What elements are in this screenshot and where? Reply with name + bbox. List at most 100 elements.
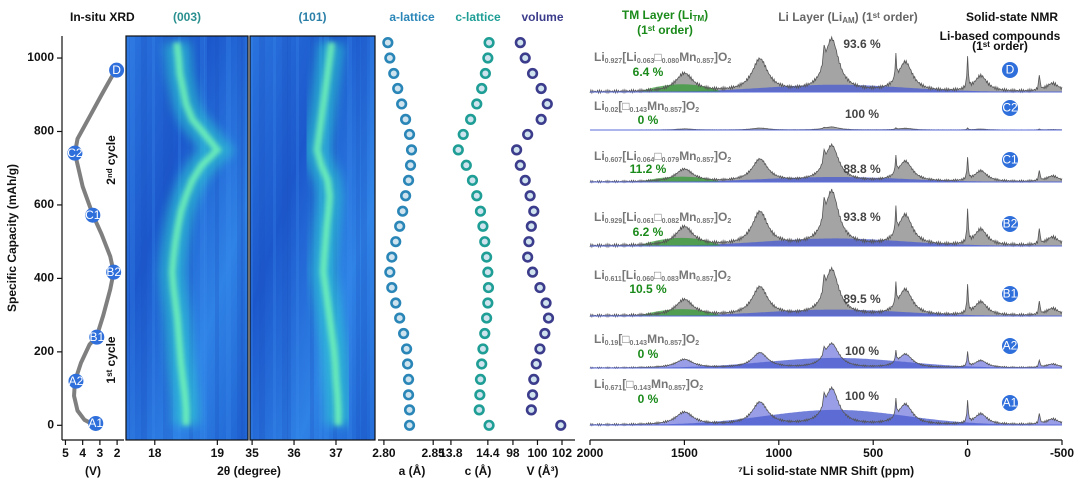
spectrum-line xyxy=(589,142,1063,184)
x-tick-label: 98 xyxy=(506,446,520,460)
heatmap-texture xyxy=(141,36,147,440)
heatmap-texture xyxy=(237,36,243,440)
li-fraction: 100 % xyxy=(845,344,879,358)
heatmap-texture xyxy=(296,36,299,440)
heatmap-texture xyxy=(259,36,265,440)
heatmap-texture xyxy=(282,36,288,440)
heatmap-texture xyxy=(130,36,135,440)
heatmap-texture xyxy=(370,36,375,440)
state-label: C1 xyxy=(85,208,101,222)
x-tick-label: 2 xyxy=(114,446,121,460)
x-tick-label: 36 xyxy=(287,446,301,460)
tm-fraction: 0 % xyxy=(638,392,659,406)
spectrum-line xyxy=(589,266,1063,319)
x-axis-label: ⁷Li solid-state NMR Shift (ppm) xyxy=(738,464,914,478)
lattice-point xyxy=(530,358,542,370)
lattice-point xyxy=(397,205,409,217)
composition: Li0.671[□0.143Mn0.857]O2 xyxy=(594,377,703,392)
lattice-point xyxy=(483,419,495,431)
lattice-point xyxy=(400,343,413,355)
state-marker xyxy=(67,145,83,161)
lattice-point xyxy=(386,281,398,294)
x-tick-label: 37 xyxy=(329,446,343,460)
compounds-header: Li-based compounds xyxy=(940,29,1061,43)
state-label: B1 xyxy=(89,330,104,344)
lattice-point xyxy=(511,144,523,156)
tm-fraction: 11.2 % xyxy=(630,162,667,176)
x-tick-label: 4 xyxy=(79,446,86,460)
heatmap-texture xyxy=(226,36,231,440)
spectrum-fill xyxy=(590,126,1062,131)
lattice-point xyxy=(402,373,415,386)
heatmap-texture xyxy=(250,36,253,440)
lattice-point xyxy=(403,419,416,431)
panel-title: c-lattice xyxy=(455,10,501,24)
tm-fraction: 0 % xyxy=(638,347,659,361)
lattice-point xyxy=(388,67,400,80)
composition: Li0.19[□0.143Mn0.857]O2 xyxy=(594,332,699,347)
lattice-point xyxy=(482,266,494,278)
lattice-point xyxy=(474,205,487,217)
lattice-point xyxy=(526,67,539,80)
lattice-point xyxy=(394,312,406,324)
lattice-point xyxy=(382,37,394,49)
lattice-point xyxy=(479,236,491,248)
li-header: Li Layer (LiAM) (1ˢᵗ order) xyxy=(778,10,918,25)
composition: Li0.02[□0.143Mn0.857]O2 xyxy=(594,99,699,114)
heatmap-texture xyxy=(347,36,352,440)
state-marker xyxy=(106,264,122,280)
x-tick-label: 2.80 xyxy=(372,446,396,460)
lattice-point xyxy=(405,144,418,156)
spectrum-fill xyxy=(590,144,1062,183)
li-fraction: 88.8 % xyxy=(843,162,881,176)
heatmap-texture xyxy=(200,36,205,440)
y-tick-label: 800 xyxy=(34,124,54,138)
lattice-point xyxy=(535,113,547,125)
x-tick-label: 2000 xyxy=(577,446,604,460)
composition: Li0.927[Li0.063□0.080Mn0.857]O2 xyxy=(594,50,731,65)
lattice-point xyxy=(526,266,539,278)
lattice-point xyxy=(465,113,477,125)
state-marker xyxy=(89,329,105,345)
x-tick-label: 1000 xyxy=(765,446,792,460)
lattice-point xyxy=(542,312,555,324)
lattice-point xyxy=(404,159,417,171)
state-label: B1 xyxy=(1003,287,1018,301)
spectrum-blue xyxy=(590,409,1062,425)
intensity-ridge xyxy=(313,42,342,426)
state-label: C1 xyxy=(1002,153,1018,167)
li-fraction: 89.5 % xyxy=(843,292,881,306)
x-tick-label: 3 xyxy=(97,446,104,460)
lattice-point xyxy=(534,343,546,355)
x-tick-label: -500 xyxy=(1050,446,1074,460)
state-marker xyxy=(1002,286,1018,302)
state-label: B2 xyxy=(106,265,121,279)
x-axis-label: a (Å) xyxy=(399,463,426,478)
cycle-label: 1ˢᵗ cycle xyxy=(104,336,118,383)
panel-title: Solid-state NMR xyxy=(966,10,1058,24)
spectrum-line xyxy=(589,341,1063,370)
y-tick-label: 0 xyxy=(47,417,54,431)
state-label: A2 xyxy=(1003,339,1018,353)
lattice-point xyxy=(481,312,493,324)
lattice-point xyxy=(540,297,552,309)
lattice-point xyxy=(471,190,483,202)
x-axis-label: V (Å³) xyxy=(527,463,559,478)
y-tick-label: 400 xyxy=(34,271,54,285)
heatmap-texture xyxy=(215,36,219,440)
heatmap-texture xyxy=(241,36,245,440)
lattice-point xyxy=(482,281,495,294)
lattice-point xyxy=(452,144,464,156)
lattice-point xyxy=(384,52,396,64)
tm-fraction: 6.4 % xyxy=(633,65,664,79)
lattice-point xyxy=(523,236,535,248)
state-label: C2 xyxy=(1002,101,1018,115)
lattice-point xyxy=(460,159,472,171)
lattice-point xyxy=(479,327,491,340)
spectrum-fill xyxy=(590,189,1062,248)
spectrum-line xyxy=(589,35,1063,95)
lattice-point xyxy=(514,37,526,49)
heatmap-texture xyxy=(310,36,314,440)
lattice-point xyxy=(403,404,416,416)
lattice-point xyxy=(522,128,534,141)
